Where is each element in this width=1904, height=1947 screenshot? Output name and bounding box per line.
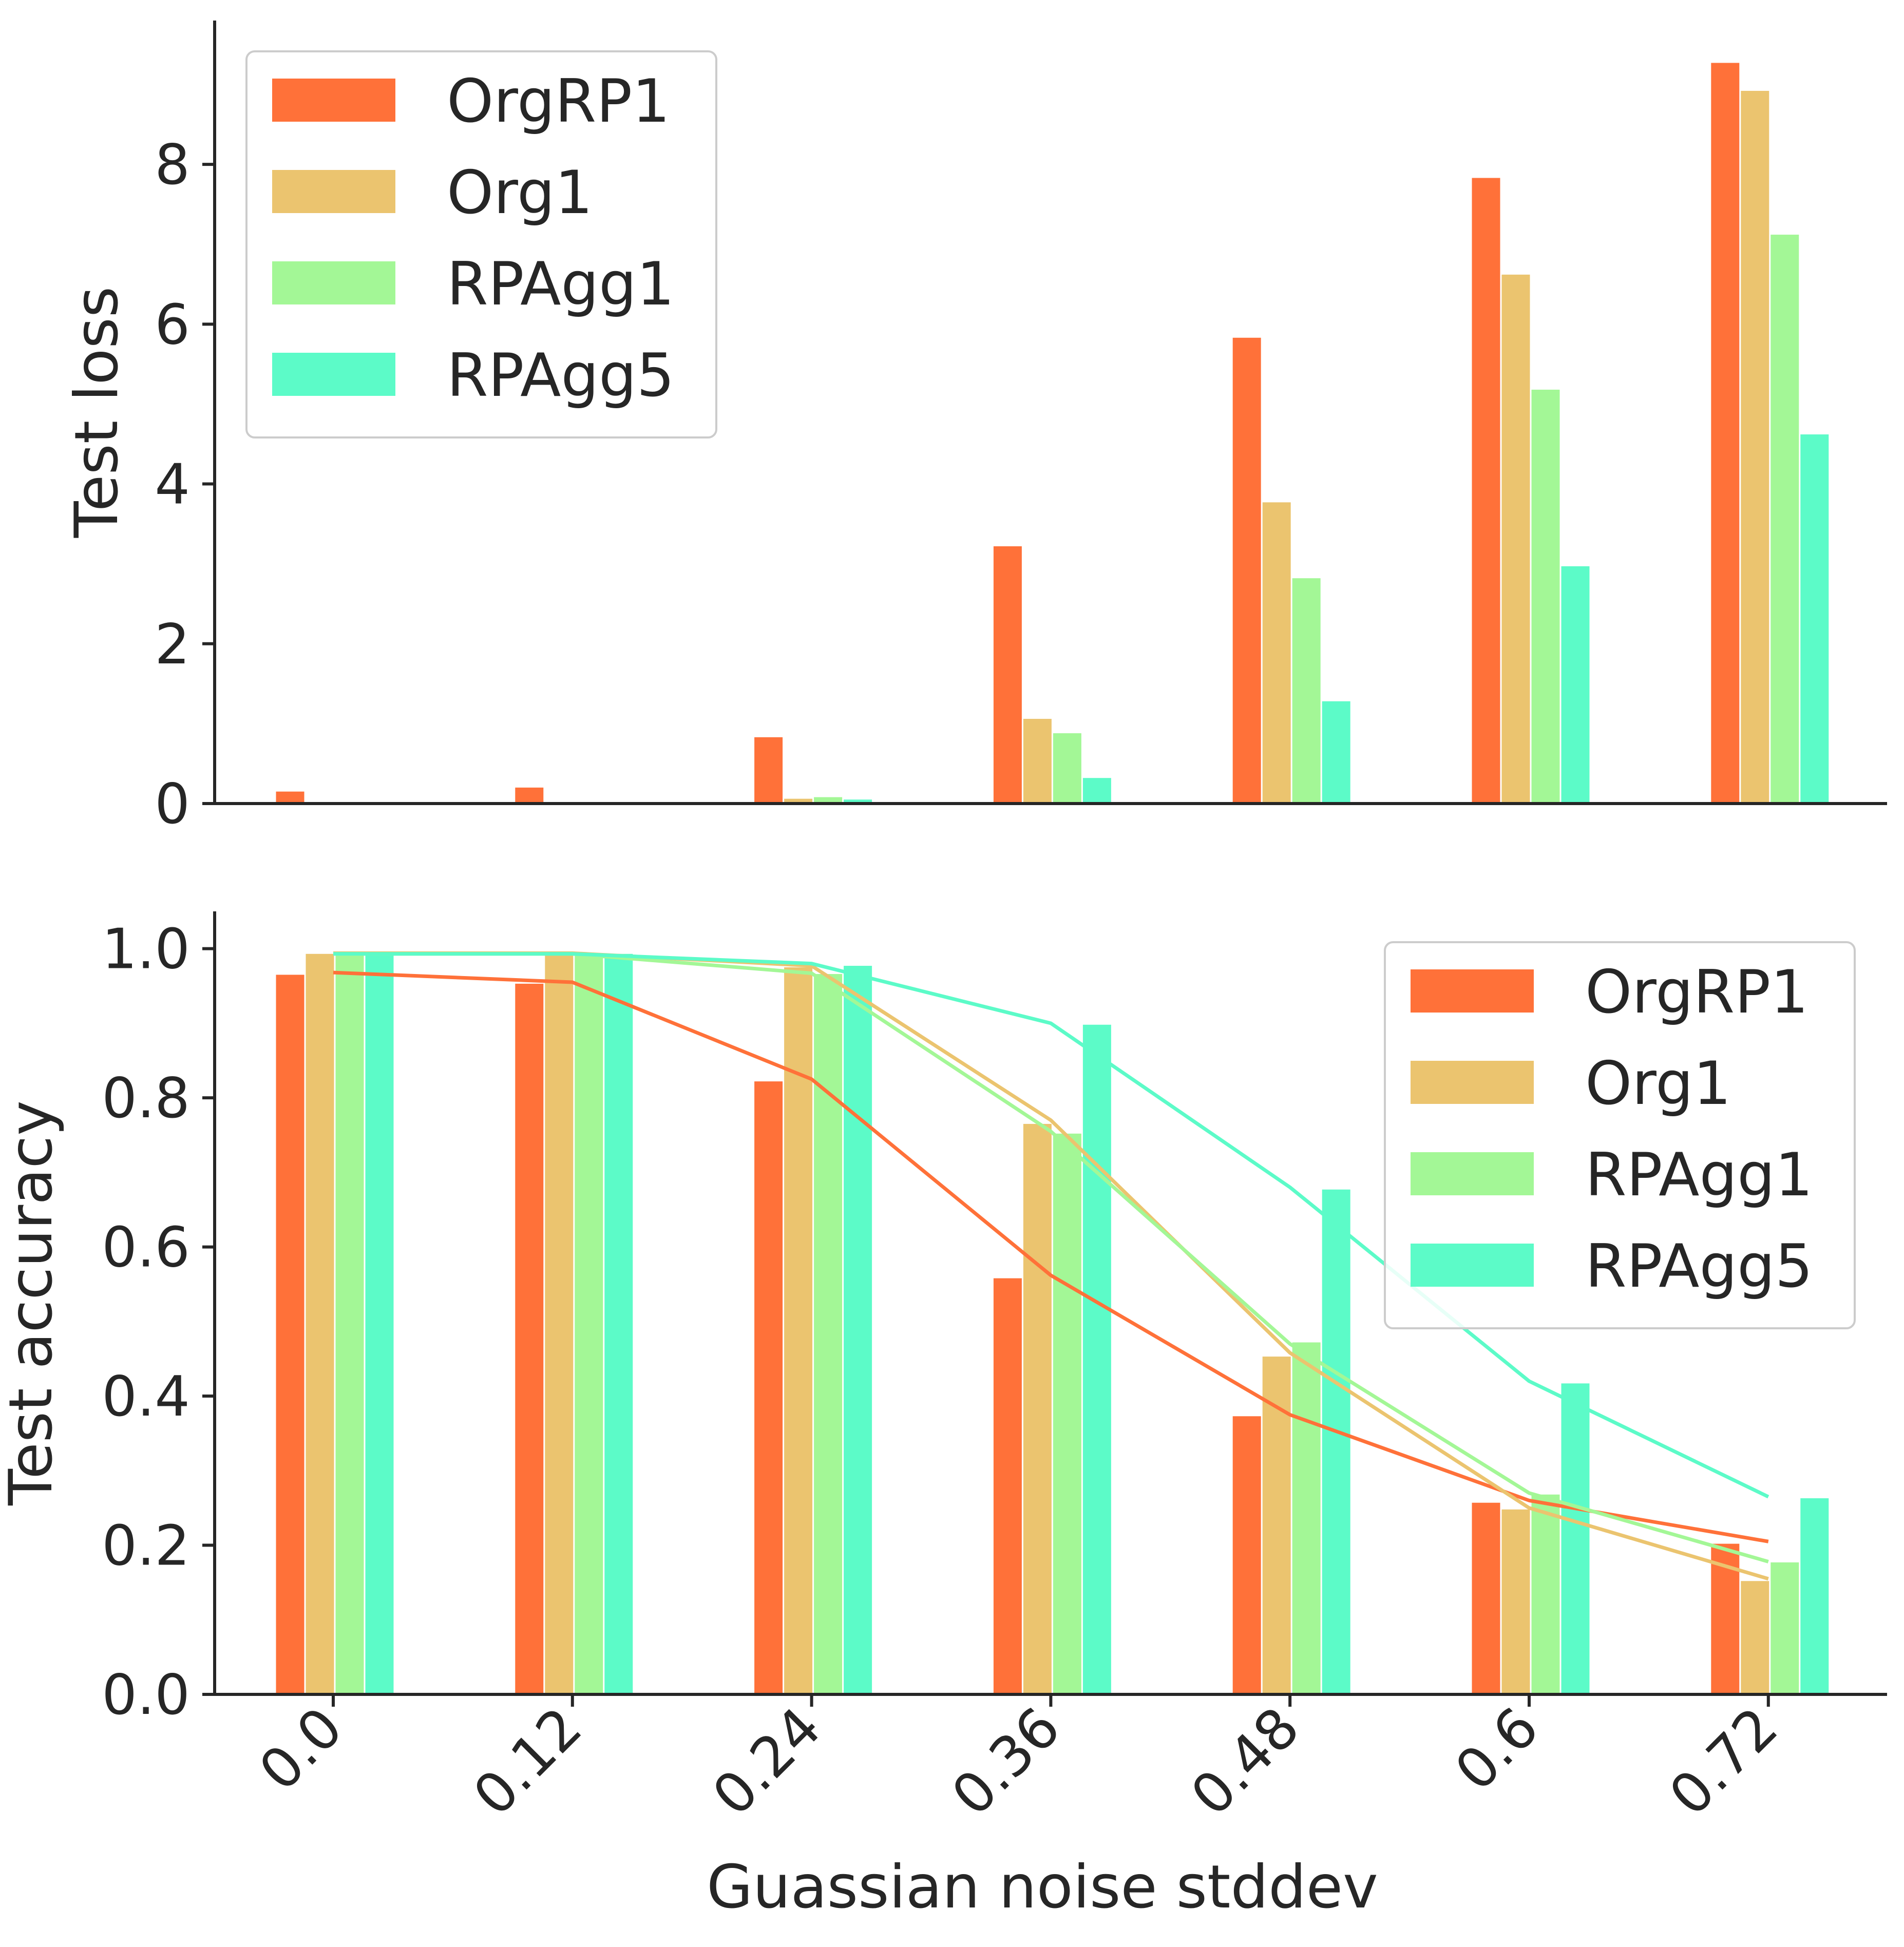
- legend-swatch-RPAgg5: [1411, 1244, 1534, 1287]
- bar-RPAgg5-0.72: [1800, 1498, 1829, 1694]
- legend-swatch-Org1: [1411, 1061, 1534, 1104]
- bar-RPAgg5-0.0: [365, 953, 394, 1694]
- bar-Org1-0.36: [1023, 719, 1052, 804]
- legend-label-RPAgg5: RPAgg5: [447, 341, 675, 410]
- bar-OrgRP1-0.48: [1232, 337, 1261, 804]
- bar-OrgRP1-0.6: [1472, 178, 1500, 804]
- bar-RPAgg1-0.48: [1292, 1342, 1321, 1694]
- bar-RPAgg1-0.48: [1292, 578, 1321, 804]
- bar-Org1-0.6: [1501, 1509, 1530, 1694]
- x-tick-label: 0.6: [1443, 1695, 1551, 1803]
- y-axis-label: Test accuracy: [0, 1100, 66, 1506]
- bar-RPAgg1-0.6: [1531, 1494, 1560, 1694]
- x-tick-label: 0.48: [1179, 1695, 1311, 1828]
- bar-OrgRP1-0.36: [993, 1278, 1022, 1694]
- x-tick-label: 0.24: [701, 1695, 833, 1828]
- line-RPAgg5: [333, 952, 1769, 1499]
- y-tick-label: 0.2: [102, 1514, 190, 1578]
- bar-Org1-0.72: [1741, 90, 1769, 804]
- y-tick-label: 4: [155, 453, 190, 517]
- legend-box: [1384, 941, 1856, 1329]
- legend-swatch-Org1: [272, 170, 395, 213]
- bar-RPAgg1-0.12: [575, 955, 603, 1694]
- bar-Org1-0.36: [1023, 1123, 1052, 1694]
- accuracy-panel: 0.0 0.2 0.4 0.6 0.8 1.0 Test accuracy 0.0 0.12 0.…: [0, 911, 1887, 1828]
- x-tick-label: 0.36: [940, 1695, 1072, 1828]
- y-tick-label: 0: [155, 772, 190, 836]
- bar-RPAgg5-0.72: [1800, 434, 1829, 804]
- bar-RPAgg5-0.6: [1561, 566, 1590, 804]
- bar-RPAgg1-0.24: [814, 974, 843, 1694]
- bar-RPAgg5-0.48: [1322, 1189, 1350, 1694]
- bar-Org1-0.48: [1262, 502, 1291, 804]
- bar-RPAgg1-0.0: [335, 955, 364, 1694]
- y-tick-label: 1.0: [102, 918, 190, 982]
- bar-Org1-0.72: [1741, 1581, 1769, 1694]
- bar-RPAgg5-0.24: [844, 799, 872, 804]
- bar-RPAgg1-0.24: [814, 797, 843, 804]
- loss-panel: 0 2 4 6 8 Test loss OrgRP1 Org1 RPAgg1 RPAgg5: [62, 21, 1887, 836]
- legend-label-OrgRP1: OrgRP1: [1585, 958, 1808, 1027]
- bar-OrgRP1-0.12: [515, 983, 544, 1694]
- bar-Org1-0.12: [545, 955, 574, 1694]
- y-tick-label: 8: [155, 133, 190, 197]
- bar-RPAgg1-0.72: [1770, 235, 1799, 804]
- x-axis-label: Guassian noise stddev: [707, 1853, 1378, 1922]
- bar-RPAgg1-0.6: [1531, 389, 1560, 804]
- bar-RPAgg1-0.36: [1053, 1133, 1081, 1694]
- legend-label-RPAgg1: RPAgg1: [1585, 1140, 1813, 1210]
- bar-OrgRP1-0.0: [276, 975, 304, 1694]
- bar-RPAgg5-0.48: [1322, 701, 1350, 804]
- legend-swatch-RPAgg1: [272, 261, 395, 304]
- bar-RPAgg5-0.6: [1561, 1383, 1590, 1694]
- legend-label-RPAgg5: RPAgg5: [1585, 1232, 1813, 1301]
- y-tick-label: 0.4: [102, 1365, 190, 1429]
- legend-label-Org1: Org1: [1585, 1049, 1731, 1118]
- bar-OrgRP1-0.24: [754, 737, 783, 804]
- legend-label-OrgRP1: OrgRP1: [447, 67, 670, 136]
- bar-Org1-0.24: [784, 798, 813, 804]
- bar-RPAgg1-0.36: [1053, 733, 1081, 804]
- x-tick-label: 0.12: [462, 1695, 594, 1828]
- bar-OrgRP1-0.0: [276, 791, 304, 804]
- y-tick-label: 6: [155, 293, 190, 357]
- legend-swatch-RPAgg5: [272, 353, 395, 396]
- legend-swatch-OrgRP1: [1411, 969, 1534, 1013]
- y-tick-label: 2: [155, 613, 190, 677]
- x-tick-label: 0.0: [247, 1695, 355, 1803]
- bar-RPAgg5-0.12: [604, 953, 633, 1694]
- bar-OrgRP1-0.72: [1711, 63, 1740, 804]
- bar-Org1-0.0: [306, 953, 334, 1694]
- y-tick-label: 0.0: [102, 1663, 190, 1727]
- bar-Org1-0.6: [1501, 274, 1530, 804]
- bar-RPAgg1-0.72: [1770, 1562, 1799, 1694]
- legend-label-RPAgg1: RPAgg1: [447, 250, 675, 319]
- bar-OrgRP1-0.24: [754, 1081, 783, 1694]
- x-tick-label: 0.72: [1658, 1695, 1790, 1828]
- bar-OrgRP1-0.48: [1232, 1416, 1261, 1694]
- legend-swatch-OrgRP1: [272, 79, 395, 122]
- bar-RPAgg5-0.24: [844, 966, 872, 1694]
- y-tick-label: 0.6: [102, 1216, 190, 1280]
- legend-label-Org1: Org1: [447, 158, 593, 227]
- legend-box: [245, 50, 717, 438]
- bar-RPAgg5-0.36: [1082, 778, 1111, 804]
- y-axis-label: Test loss: [62, 287, 131, 538]
- y-tick-label: 0.8: [102, 1066, 190, 1131]
- legend-swatch-RPAgg1: [1411, 1152, 1534, 1195]
- bar-Org1-0.24: [784, 967, 813, 1694]
- line-OrgRP1: [333, 970, 1769, 1543]
- bar-OrgRP1-0.36: [993, 546, 1022, 804]
- bar-RPAgg5-0.36: [1082, 1024, 1111, 1694]
- bar-OrgRP1-0.6: [1472, 1502, 1500, 1694]
- bar-OrgRP1-0.12: [515, 787, 544, 804]
